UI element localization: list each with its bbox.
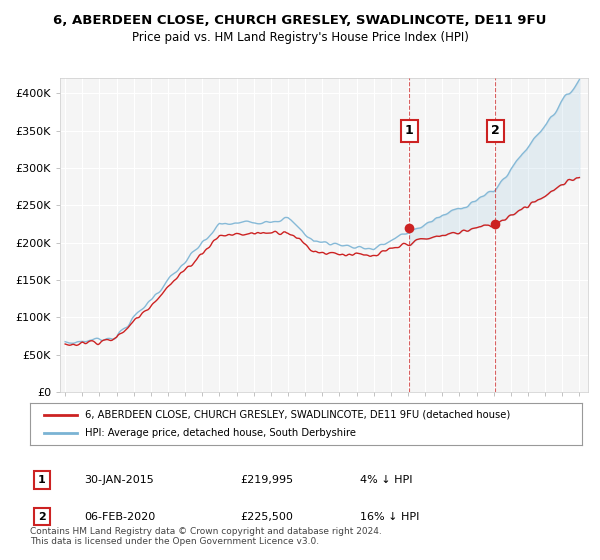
Text: 6, ABERDEEN CLOSE, CHURCH GRESLEY, SWADLINCOTE, DE11 9FU (detached house): 6, ABERDEEN CLOSE, CHURCH GRESLEY, SWADL… xyxy=(85,410,511,420)
Text: Price paid vs. HM Land Registry's House Price Index (HPI): Price paid vs. HM Land Registry's House … xyxy=(131,31,469,44)
Text: 4% ↓ HPI: 4% ↓ HPI xyxy=(360,475,413,485)
Text: HPI: Average price, detached house, South Derbyshire: HPI: Average price, detached house, Sout… xyxy=(85,428,356,438)
Text: Contains HM Land Registry data © Crown copyright and database right 2024.
This d: Contains HM Land Registry data © Crown c… xyxy=(30,526,382,546)
Text: 2: 2 xyxy=(491,124,500,137)
Text: 06-FEB-2020: 06-FEB-2020 xyxy=(84,512,155,521)
Text: £225,500: £225,500 xyxy=(240,512,293,521)
Text: 6, ABERDEEN CLOSE, CHURCH GRESLEY, SWADLINCOTE, DE11 9FU: 6, ABERDEEN CLOSE, CHURCH GRESLEY, SWADL… xyxy=(53,14,547,27)
Text: 2: 2 xyxy=(38,512,46,521)
Text: 1: 1 xyxy=(405,124,414,137)
Text: 16% ↓ HPI: 16% ↓ HPI xyxy=(360,512,419,521)
Text: 1: 1 xyxy=(38,475,46,485)
Text: 30-JAN-2015: 30-JAN-2015 xyxy=(84,475,154,485)
Text: £219,995: £219,995 xyxy=(240,475,293,485)
